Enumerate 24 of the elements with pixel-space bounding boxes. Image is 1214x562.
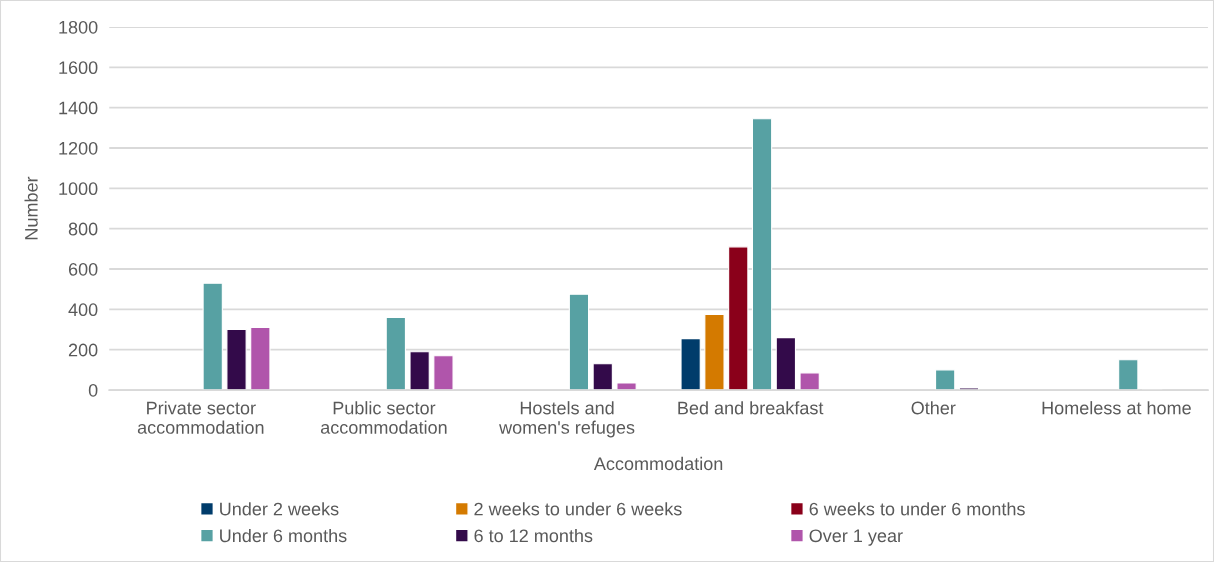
y-tick-label: 600 [68, 262, 98, 276]
y-tick-label: 1200 [59, 141, 98, 155]
x-tick-label: Private sector accommodation [137, 401, 264, 434]
y-tick-label: 1800 [59, 20, 98, 34]
legend-label: 2 weeks to under 6 weeks [474, 502, 682, 516]
y-tick-label: 400 [68, 303, 98, 317]
x-tick-label: Public sector accommodation [320, 401, 447, 434]
x-tick-label: Other [911, 401, 956, 415]
y-tick-label: 1000 [59, 182, 98, 196]
x-axis-title: Accommodation [593, 456, 723, 471]
y-tick-label: 0 [88, 383, 98, 397]
x-tick-label: Hostels and women's refuges [499, 401, 635, 438]
y-tick-label: 800 [68, 222, 98, 236]
y-tick-label: 200 [68, 343, 98, 357]
legend-label: Over 1 year [809, 529, 903, 546]
legend-label: 6 to 12 months [474, 528, 593, 543]
legend-label: Under 6 months [220, 528, 347, 543]
y-tick-label: 1400 [59, 101, 98, 115]
legend-label: 6 weeks to under 6 months [809, 502, 1025, 516]
x-tick-label: Bed and breakfast [678, 401, 824, 415]
y-axis-title: Number [24, 176, 38, 240]
x-tick-label: Homeless at home [1042, 401, 1191, 415]
y-tick-label: 1600 [59, 61, 98, 75]
legend-label: Under 2 weeks [220, 502, 339, 516]
